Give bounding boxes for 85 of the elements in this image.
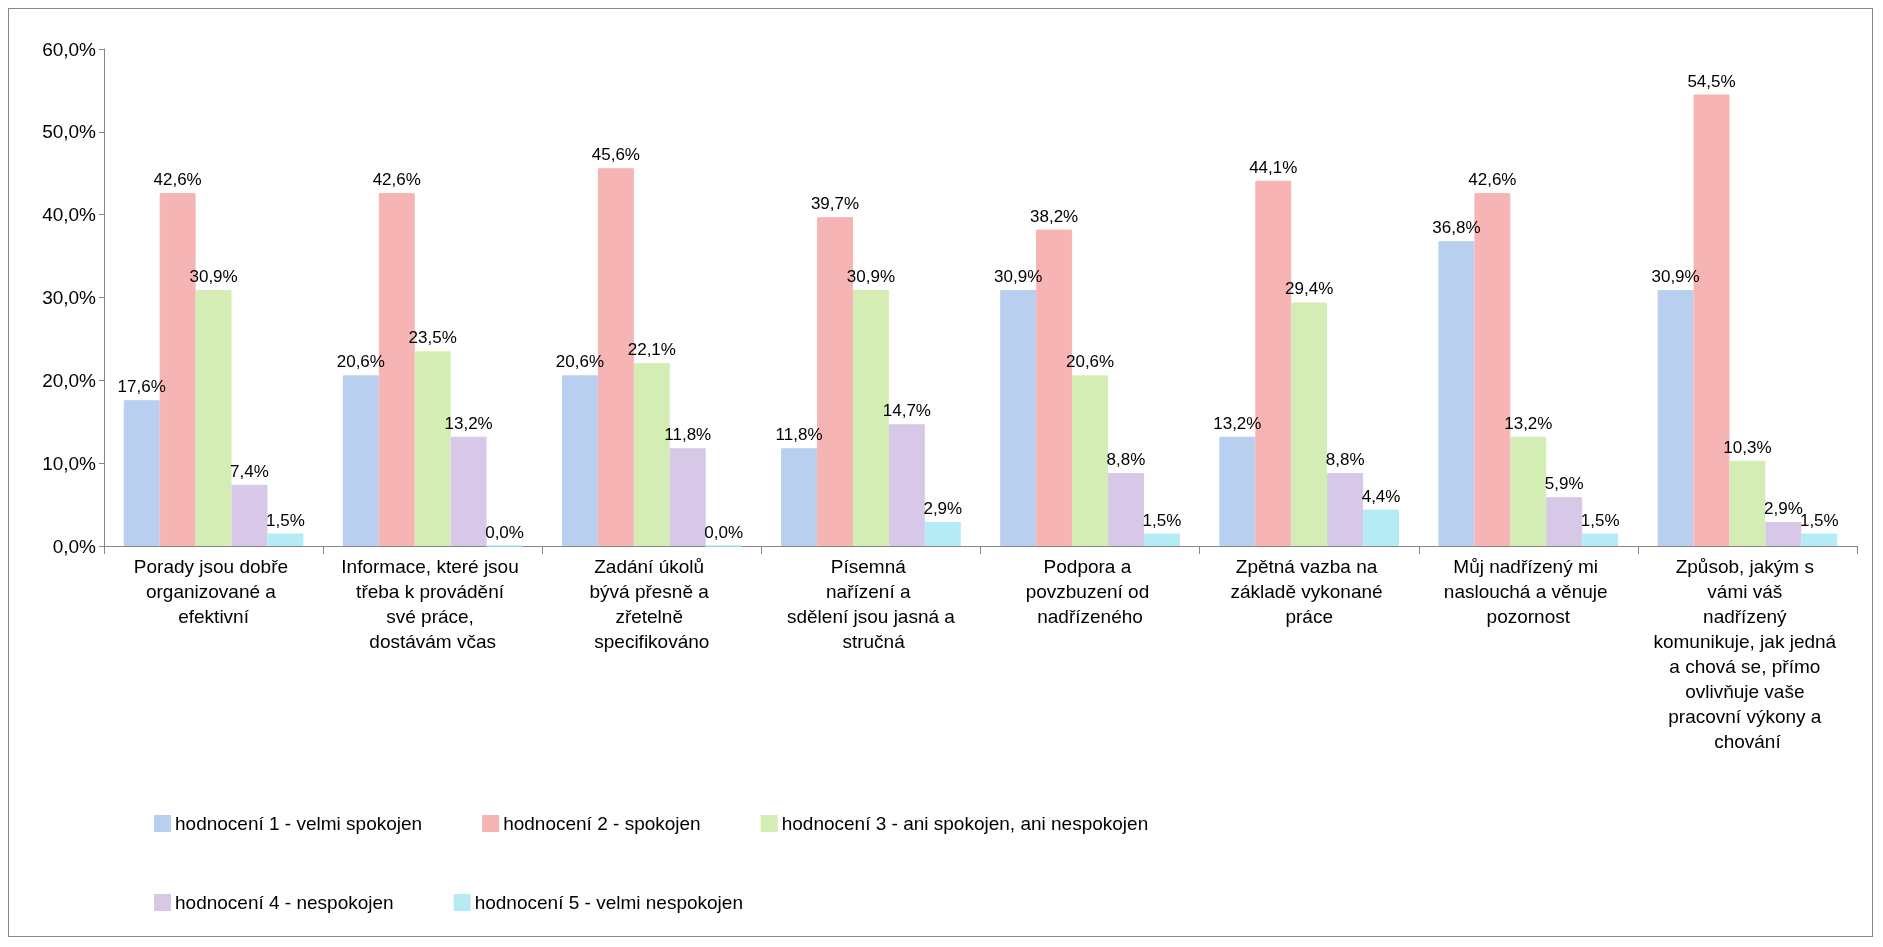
bar	[450, 436, 487, 546]
bar	[1108, 473, 1144, 546]
bar	[1000, 290, 1037, 546]
data-label: 36,8%	[1432, 218, 1481, 238]
data-label: 10,3%	[1723, 437, 1772, 457]
data-label: 20,6%	[555, 352, 605, 372]
data-label: 13,2%	[1504, 413, 1553, 433]
data-label: 8,8%	[1106, 450, 1146, 470]
x-tick-label: Podpora a povzbuzení od nadřízeného	[1025, 556, 1155, 627]
data-label: 30,9%	[846, 267, 896, 287]
bar	[669, 448, 706, 546]
bar	[1438, 241, 1475, 546]
data-label: 30,9%	[994, 267, 1043, 287]
bar	[1143, 533, 1180, 546]
data-label: 42,6%	[1468, 170, 1517, 190]
data-label: 38,2%	[1030, 206, 1079, 226]
y-tick-label: 40,0%	[42, 204, 97, 226]
bar	[1327, 473, 1364, 546]
bar	[561, 375, 598, 546]
bar	[342, 375, 379, 546]
data-label: 30,9%	[1651, 267, 1700, 287]
legend-label: hodnocení 1 - velmi spokojen	[175, 813, 423, 834]
bar	[1219, 436, 1256, 546]
data-label: 42,6%	[153, 170, 202, 190]
bar	[267, 533, 304, 546]
bar	[1801, 533, 1838, 546]
bar	[231, 484, 268, 546]
legend-label: hodnocení 4 - nespokojen	[175, 892, 394, 913]
x-tick-label: Můj nadřízený mi naslouchá a věnuje pozornost	[1443, 556, 1613, 627]
x-tick-label: Způsob, jakým s vámi váš nadřízený komunikuje, jak jedná a chová se, přímo ovlivňuje vaše pracovní výkony a chování	[1653, 556, 1842, 752]
data-label: 2,9%	[923, 498, 963, 518]
bar	[123, 400, 160, 546]
legend-label: hodnocení 3 - ani spokojen, ani nespokojen	[781, 813, 1149, 834]
bar	[888, 424, 925, 546]
bar	[1765, 521, 1802, 546]
data-label: 30,9%	[189, 267, 238, 287]
y-tick-label: 0,0%	[52, 535, 97, 557]
x-tick-label: Porady jsou dobře organizované a efektivní	[133, 556, 294, 627]
data-label: 23,5%	[408, 328, 457, 348]
data-label: 0,0%	[704, 522, 744, 542]
data-label: 14,7%	[882, 401, 931, 421]
bar	[1363, 509, 1400, 546]
data-label: 17,6%	[117, 377, 166, 397]
data-label: 22,1%	[627, 339, 676, 359]
data-label: 1,5%	[266, 510, 305, 530]
x-tick-label: Zpětná vazba na základě vykonané práce	[1230, 556, 1388, 627]
bar	[1546, 497, 1583, 546]
bar	[924, 521, 961, 546]
data-label: 44,1%	[1249, 157, 1298, 177]
data-label: 5,9%	[1544, 474, 1584, 494]
data-label: 13,2%	[444, 413, 493, 433]
data-label: 45,6%	[591, 145, 640, 165]
y-tick-label: 10,0%	[42, 452, 97, 474]
data-label: 42,6%	[372, 170, 421, 190]
data-label: 11,8%	[664, 425, 712, 445]
bar	[781, 448, 818, 546]
x-tick-label: Informace, které jsou třeba k provádění své práce, dostávám včas	[341, 556, 525, 652]
bar	[1582, 533, 1619, 546]
data-label: 20,6%	[1065, 352, 1115, 372]
y-tick-label: 50,0%	[42, 121, 97, 143]
data-label: 29,4%	[1285, 279, 1334, 299]
x-tick-label: Písemná nařízení a sdělení jsou jasná a stručná	[786, 556, 956, 652]
data-label: 54,5%	[1687, 71, 1736, 91]
data-label: 4,4%	[1361, 486, 1401, 506]
bar	[1657, 290, 1694, 546]
data-label: 39,7%	[810, 194, 860, 214]
bar	[1072, 375, 1109, 546]
y-tick-label: 20,0%	[42, 369, 97, 391]
data-label: 1,5%	[1580, 510, 1620, 530]
data-label: 7,4%	[230, 461, 269, 481]
bar	[195, 290, 232, 546]
data-label: 11,8%	[775, 425, 823, 445]
data-label: 8,8%	[1325, 450, 1365, 470]
data-label: 13,2%	[1213, 413, 1262, 433]
y-tick-label: 60,0%	[42, 38, 97, 60]
legend-label: hodnocení 5 - velmi nespokojen	[474, 892, 743, 913]
data-label: 1,5%	[1142, 510, 1182, 530]
data-label: 0,0%	[485, 522, 524, 542]
bar	[1291, 302, 1328, 546]
legend-label: hodnocení 2 - spokojen	[503, 813, 701, 834]
x-tick-label: Zadání úkolů bývá přesně a zřetelně specifikováno	[589, 556, 715, 652]
y-tick-label: 30,0%	[42, 287, 97, 308]
bar	[1510, 436, 1547, 546]
bar	[1729, 460, 1766, 546]
data-label: 20,6%	[336, 352, 385, 372]
